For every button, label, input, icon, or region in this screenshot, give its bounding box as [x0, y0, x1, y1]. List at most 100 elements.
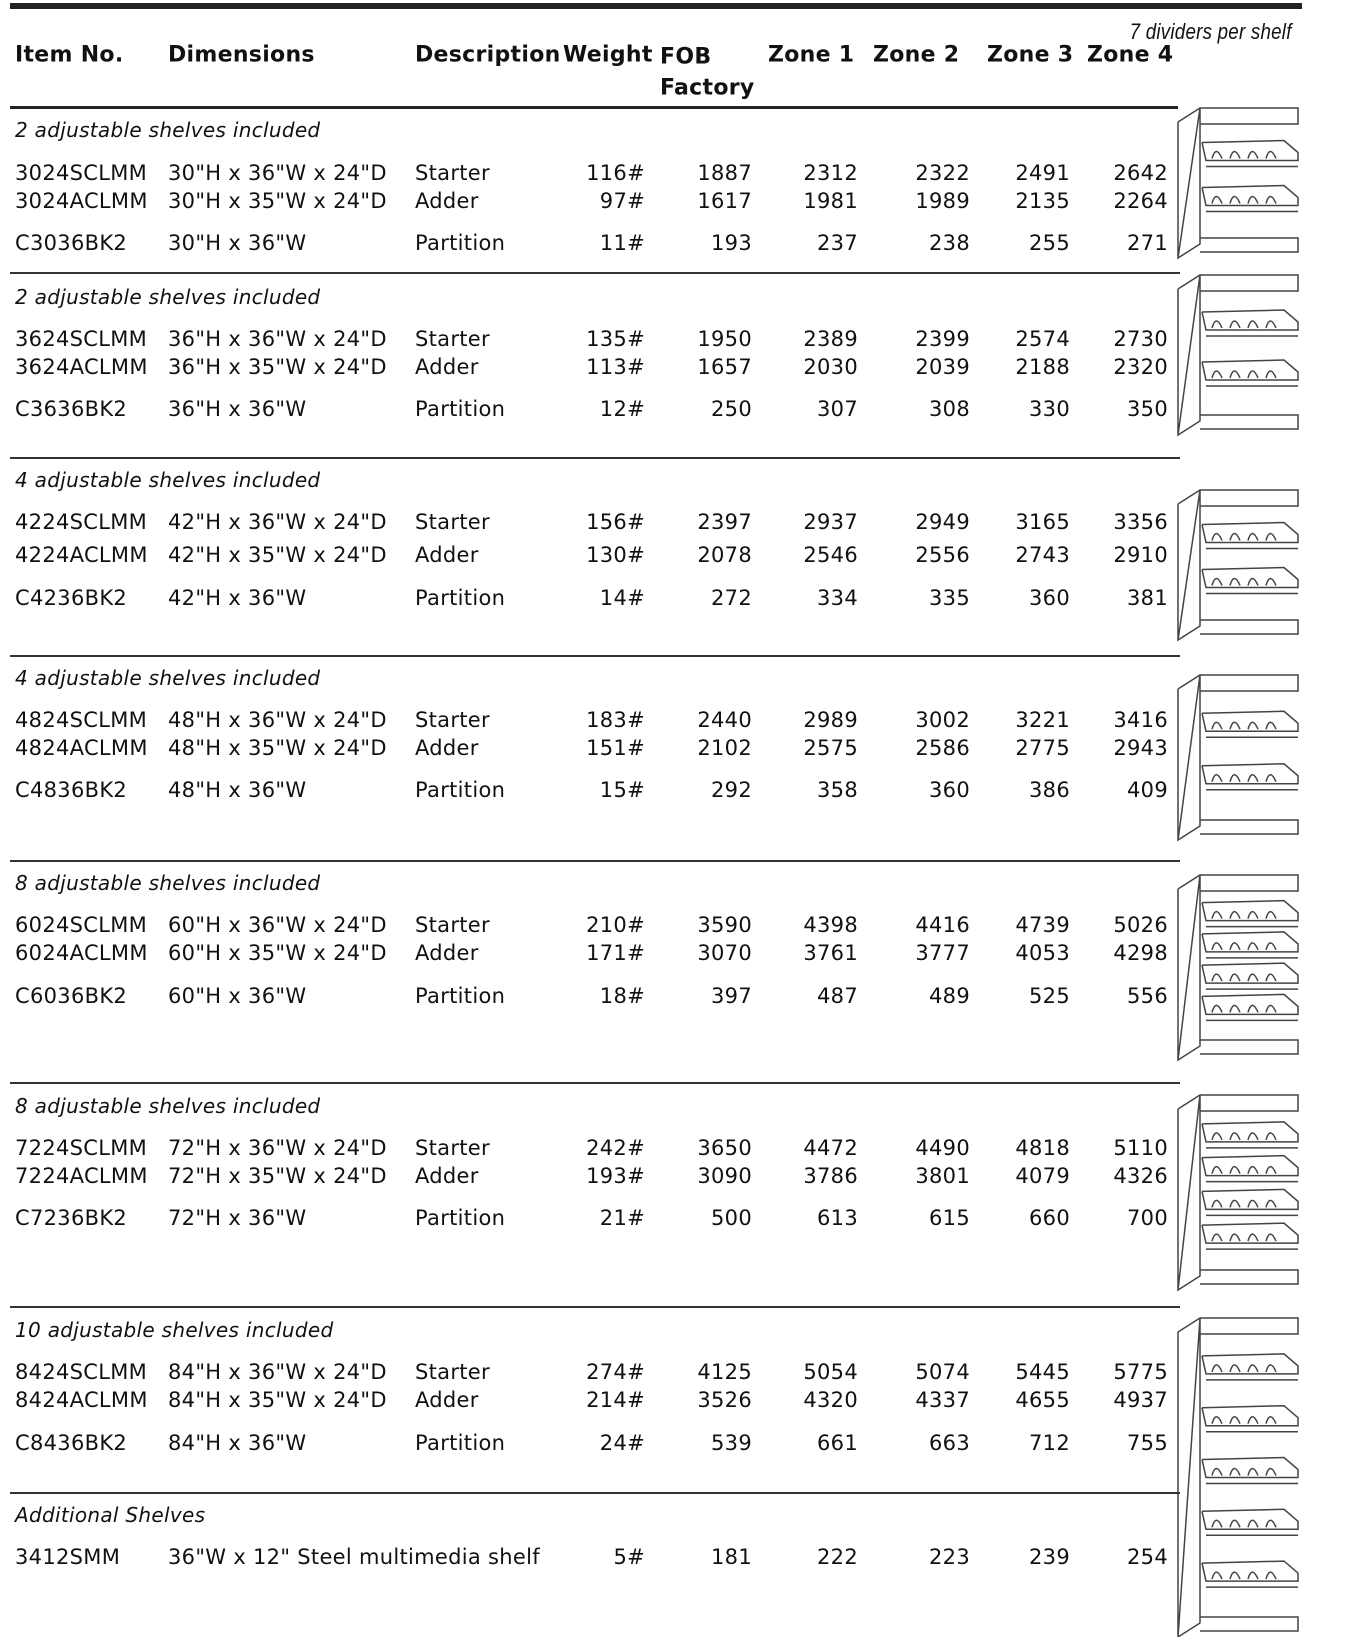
cell: 4824ACLMM	[15, 736, 148, 760]
cell: Starter	[415, 913, 490, 937]
cell: 36"H x 35"W x 24"D	[168, 355, 387, 379]
cell: 11#	[599, 231, 645, 255]
cell: 156#	[586, 510, 645, 534]
shelf-drawing	[1247, 320, 1259, 329]
cell: Starter	[415, 161, 490, 185]
cell: 7224ACLMM	[15, 1164, 148, 1188]
shelf-drawing	[1229, 370, 1241, 379]
cell: 358	[817, 778, 858, 802]
cell: 4472	[803, 1136, 858, 1160]
cell: 2546	[803, 543, 858, 567]
cell: Adder	[415, 355, 479, 379]
shelf-drawing	[1229, 320, 1241, 329]
cell: 4937	[1113, 1388, 1168, 1412]
cell: 24#	[599, 1431, 645, 1455]
shelf-drawing	[1229, 1571, 1241, 1580]
cell: 1887	[697, 161, 752, 185]
cell: 214#	[586, 1388, 645, 1412]
cell: Adder	[415, 1388, 479, 1412]
section-title: 10 adjustable shelves included	[15, 1318, 334, 1342]
cell: C3036BK2	[15, 231, 128, 255]
cell: Adder	[415, 1164, 479, 1188]
cell: 84"H x 36"W x 24"D	[168, 1360, 387, 1384]
cell: 3624ACLMM	[15, 355, 148, 379]
cell: Partition	[415, 1206, 506, 1230]
cell: 4655	[1015, 1388, 1070, 1412]
cell: 661	[817, 1431, 858, 1455]
cell: 397	[711, 984, 752, 1008]
section-rule	[10, 1492, 1180, 1494]
cell: 4125	[697, 1360, 752, 1384]
shelf-drawing	[1247, 577, 1259, 586]
shelf-drawing	[1247, 1415, 1259, 1424]
cell: 3221	[1015, 708, 1070, 732]
cell: 330	[1029, 397, 1070, 421]
cell: 2586	[915, 736, 970, 760]
cell: C3636BK2	[15, 397, 128, 421]
shelf-drawing	[1211, 577, 1223, 586]
cell: 72"H x 36"W	[168, 1206, 307, 1230]
cell: 663	[929, 1431, 970, 1455]
cell: 386	[1029, 778, 1070, 802]
cell: 237	[817, 231, 858, 255]
shelf-drawing	[1247, 1467, 1259, 1476]
cell: 500	[711, 1206, 752, 1230]
cell: 60"H x 36"W x 24"D	[168, 913, 387, 937]
cell: 42"H x 36"W x 24"D	[168, 510, 387, 534]
shelf-drawing	[1247, 1132, 1259, 1141]
cell: Starter	[415, 1136, 490, 1160]
shelf-drawing	[1201, 899, 1299, 928]
section-title: 2 adjustable shelves included	[15, 118, 321, 142]
cell: 3801	[915, 1164, 970, 1188]
column-header: Zone 4	[1087, 42, 1174, 68]
cell: 4053	[1015, 941, 1070, 965]
cell: 84"H x 35"W x 24"D	[168, 1388, 387, 1412]
cell: 250	[711, 397, 752, 421]
column-header: Zone 1	[768, 42, 855, 68]
shelf-drawing	[1247, 532, 1259, 541]
shelf-drawing	[1177, 874, 1299, 1062]
shelf-drawing	[1229, 1415, 1241, 1424]
shelf-drawing	[1265, 150, 1277, 159]
cell: 3024ACLMM	[15, 189, 148, 213]
shelf-drawing	[1211, 1004, 1223, 1013]
cell: 15#	[599, 778, 645, 802]
shelf-drawing	[1229, 942, 1241, 951]
cell: 2320	[1113, 355, 1168, 379]
shelf-drawing	[1247, 1004, 1259, 1013]
cell: 4320	[803, 1388, 858, 1412]
cell: 489	[929, 984, 970, 1008]
shelf-drawing	[1201, 993, 1299, 1022]
shelf-drawing	[1201, 1508, 1299, 1537]
cell: 84"H x 36"W	[168, 1431, 307, 1455]
cell: 2188	[1015, 355, 1070, 379]
cell: Starter	[415, 1360, 490, 1384]
cell: 615	[929, 1206, 970, 1230]
shelf-drawing	[1211, 910, 1223, 919]
cell: Partition	[415, 586, 506, 610]
shelf-drawing	[1201, 566, 1299, 595]
cell: 3002	[915, 708, 970, 732]
cell: 2399	[915, 327, 970, 351]
cell: 14#	[599, 586, 645, 610]
shelf-drawing	[1211, 1467, 1223, 1476]
cell: Starter	[415, 708, 490, 732]
cell: Starter	[415, 327, 490, 351]
shelf-drawing	[1201, 1353, 1299, 1381]
cell: 36"H x 36"W x 24"D	[168, 327, 387, 351]
cell: 5775	[1113, 1360, 1168, 1384]
shelf-drawing	[1211, 370, 1223, 379]
cell: 307	[817, 397, 858, 421]
shelf-drawing	[1265, 1364, 1277, 1373]
cell: 30"H x 36"W x 24"D	[168, 161, 387, 185]
cell: 2264	[1113, 189, 1168, 213]
cell: Partition	[415, 984, 506, 1008]
shelf-drawing	[1229, 721, 1241, 730]
shelf-drawing	[1265, 320, 1277, 329]
shelf-drawing	[1247, 942, 1259, 951]
shelf-drawing	[1229, 973, 1241, 982]
cell: 5#	[613, 1545, 645, 1569]
cell: 308	[929, 397, 970, 421]
shelf-drawing	[1201, 1121, 1299, 1149]
